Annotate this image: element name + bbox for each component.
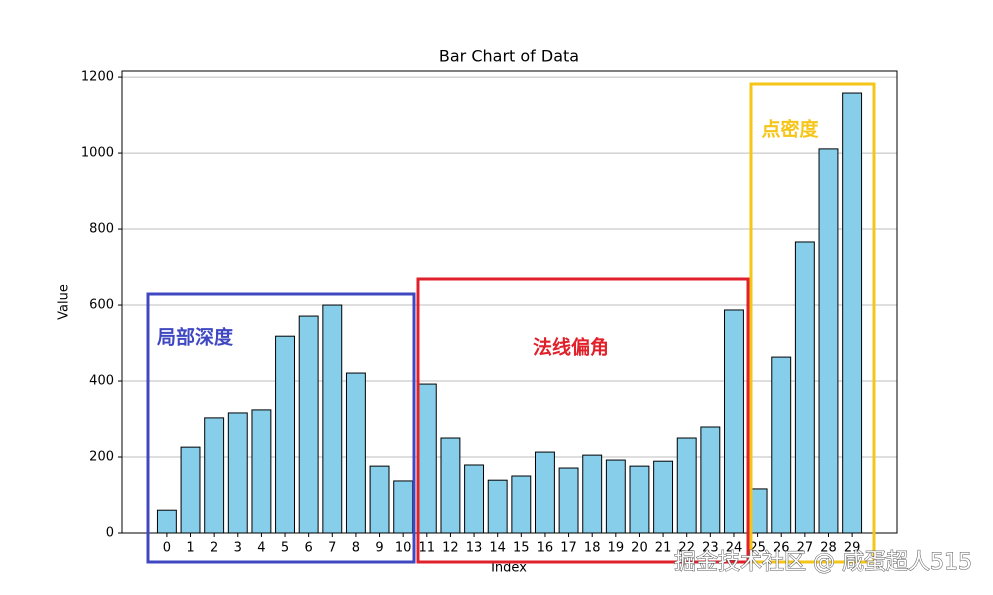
watermark: 掘金技术社区 @ 咸蛋超人515 — [674, 550, 972, 575]
bar — [794, 241, 815, 534]
x-tick-label: 6 — [305, 541, 313, 556]
y-tick-label: 400 — [89, 374, 114, 389]
bar — [511, 475, 532, 534]
x-tick-label: 7 — [328, 541, 336, 556]
y-axis-label: Value — [57, 284, 72, 320]
x-tick-label: 18 — [584, 541, 601, 556]
bar — [393, 480, 414, 534]
bar — [322, 304, 343, 534]
x-tick-label: 24 — [726, 541, 743, 556]
bar — [487, 479, 508, 534]
annotation-label: 局部深度 — [157, 326, 234, 349]
x-tick-label: 19 — [608, 541, 625, 556]
x-tick-label: 9 — [375, 541, 383, 556]
bar — [842, 92, 863, 534]
x-tick-label: 22 — [678, 541, 695, 556]
annotation-box — [146, 292, 416, 564]
bar — [558, 467, 579, 534]
bar — [369, 465, 390, 534]
bar — [275, 335, 295, 534]
bar — [251, 409, 272, 534]
x-tick-label: 23 — [702, 541, 719, 556]
bar — [818, 148, 839, 534]
bar — [440, 437, 461, 534]
bar — [180, 446, 201, 534]
plot-frame — [121, 70, 898, 534]
x-tick-label: 26 — [773, 541, 790, 556]
y-tick-label: 600 — [89, 298, 114, 313]
x-tick-label: 4 — [257, 541, 265, 556]
x-tick-label: 11 — [419, 541, 436, 556]
bar — [298, 315, 319, 534]
x-tick-label: 14 — [489, 541, 506, 556]
x-tick-label: 20 — [631, 541, 648, 556]
annotation-label: 法线偏角 — [533, 336, 609, 359]
x-tick-label: 10 — [395, 541, 412, 556]
bar — [227, 412, 248, 534]
annotation-box — [416, 277, 750, 564]
chart-title: Bar Chart of Data — [439, 47, 579, 66]
x-tick-label: 29 — [844, 541, 861, 556]
bar — [653, 460, 674, 534]
bar — [204, 417, 225, 534]
bar — [771, 356, 792, 534]
x-tick-label: 12 — [442, 541, 459, 556]
x-tick-label: 8 — [352, 541, 360, 556]
x-tick-label: 25 — [749, 541, 766, 556]
y-tick-label: 0 — [106, 526, 114, 541]
bar — [724, 309, 744, 534]
bar — [464, 464, 485, 534]
annotation-label: 点密度 — [761, 118, 819, 141]
bar — [534, 451, 555, 534]
annotation-box — [749, 82, 876, 564]
x-tick-label: 28 — [820, 541, 837, 556]
bar — [345, 372, 366, 534]
x-tick-label: 5 — [281, 541, 289, 556]
x-tick-label: 2 — [210, 541, 218, 556]
bar — [629, 465, 650, 534]
bar — [156, 509, 177, 534]
bar — [676, 437, 697, 534]
y-tick-label: 1200 — [81, 70, 114, 85]
x-tick-label: 27 — [797, 541, 814, 556]
bar — [416, 383, 437, 534]
bar — [605, 459, 626, 534]
x-tick-label: 16 — [537, 541, 554, 556]
x-tick-label: 21 — [655, 541, 672, 556]
bar — [700, 426, 721, 534]
x-tick-label: 13 — [466, 541, 483, 556]
bar — [582, 454, 603, 534]
y-tick-label: 800 — [89, 222, 114, 237]
x-tick-label: 15 — [513, 541, 530, 556]
x-tick-label: 3 — [234, 541, 242, 556]
x-axis-label: Index — [491, 561, 527, 576]
y-tick-label: 1000 — [81, 146, 114, 161]
x-tick-label: 0 — [163, 541, 171, 556]
y-tick-label: 200 — [89, 450, 114, 465]
x-tick-label: 17 — [560, 541, 577, 556]
x-tick-label: 1 — [186, 541, 194, 556]
